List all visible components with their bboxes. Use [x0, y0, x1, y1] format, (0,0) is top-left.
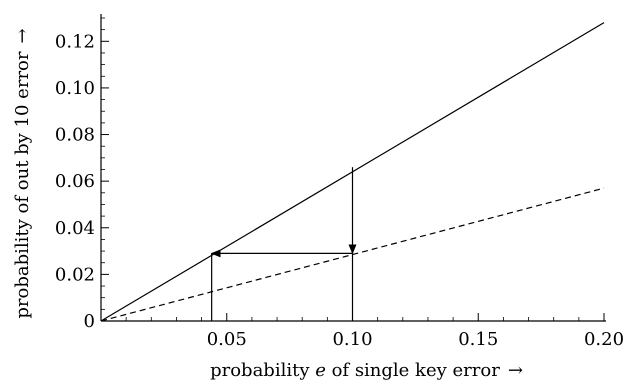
x-tick-label: 0.05 — [207, 329, 247, 350]
y-tick-label: 0.12 — [55, 31, 95, 52]
x-tick-label: 0.10 — [332, 329, 372, 350]
y-tick-label: 0.06 — [55, 171, 95, 192]
axes: 0 0.02 0.04 0.06 0.08 0.10 0.12 0.05 0.10 0.15 0.2… — [55, 14, 624, 350]
y-axis-title-text: probability of out by 10 error — [12, 51, 33, 318]
y-tick-label: 0.02 — [55, 264, 95, 285]
x-axis-title-prefix: probability — [210, 360, 315, 381]
x-axis-title: probability e of single key error → — [210, 360, 523, 381]
x-tick-label: 0.20 — [584, 329, 624, 350]
x-tick-label: 0.15 — [458, 329, 498, 350]
x-axis-arrow: → — [508, 360, 523, 381]
y-tick-label: 0 — [84, 311, 95, 332]
y-axis-title: probability of out by 10 error → — [12, 28, 33, 318]
y-tick-label: 0.10 — [55, 78, 95, 99]
y-axis-arrow: → — [12, 28, 33, 43]
y-tick-label: 0.08 — [55, 125, 95, 146]
x-axis-title-variable: e — [315, 360, 326, 381]
y-tick-label: 0.04 — [55, 218, 95, 239]
x-axis-title-suffix: of single key error — [326, 360, 500, 381]
annotations-group — [210, 167, 357, 321]
